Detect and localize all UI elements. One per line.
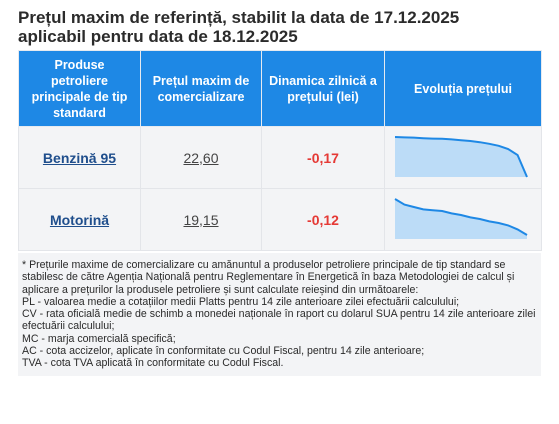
sparkline-area [395,199,527,239]
product-cell: Motorină [18,188,141,251]
product-link-benzina-95[interactable]: Benzină 95 [42,149,117,166]
sparkline-area [395,137,527,177]
note-pl: PL - valoarea medie a cotațiilor medii P… [22,295,460,308]
price-value: 19,15 [140,188,262,251]
title-line-2: aplicabil pentru data de 18.12.2025 [18,27,298,46]
header-max-price: Prețul maxim de comercializare [140,50,262,127]
methodology-notes: * Prețurile maxime de comercializare cu … [18,253,541,376]
table-row: Motorină 19,15 -0,12 [18,188,542,251]
daily-change-value: -0,12 [261,188,385,251]
daily-change-value: -0,17 [261,126,385,189]
sparkline-line [394,198,528,236]
product-cell: Benzină 95 [18,126,141,189]
note-cv: CV - rata oficială medie de schimb a mon… [22,308,536,333]
price-trend-sparkline [394,198,528,239]
table-row: Benzină 95 22,60 -0,17 [18,126,542,189]
trend-cell [384,126,542,189]
price-trend-sparkline [394,136,528,178]
price-value: 22,60 [140,126,262,189]
header-price-evolution: Evoluția prețului [384,50,542,127]
note-ac: AC - cota accizelor, aplicate în conform… [22,345,425,358]
header-product: Produse petroliere principale de tip sta… [18,50,141,127]
note-tva: TVA - cota TVA aplicată în conformitate … [22,357,284,370]
product-link-motorina[interactable]: Motorină [49,211,110,228]
price-table: Produse petroliere principale de tip sta… [18,50,542,251]
sparkline-line [394,136,528,178]
page-title: Prețul maxim de referință, stabilit la d… [18,8,541,46]
header-daily-change: Dinamica zilnică a prețului (lei) [261,50,385,127]
trend-cell [384,188,542,251]
note-intro: * Prețurile maxime de comercializare cu … [22,259,515,296]
note-mc: MC - marja comercială specifică; [22,332,176,345]
table-header-row: Produse petroliere principale de tip sta… [18,50,542,127]
title-line-1: Prețul maxim de referință, stabilit la d… [18,8,460,27]
